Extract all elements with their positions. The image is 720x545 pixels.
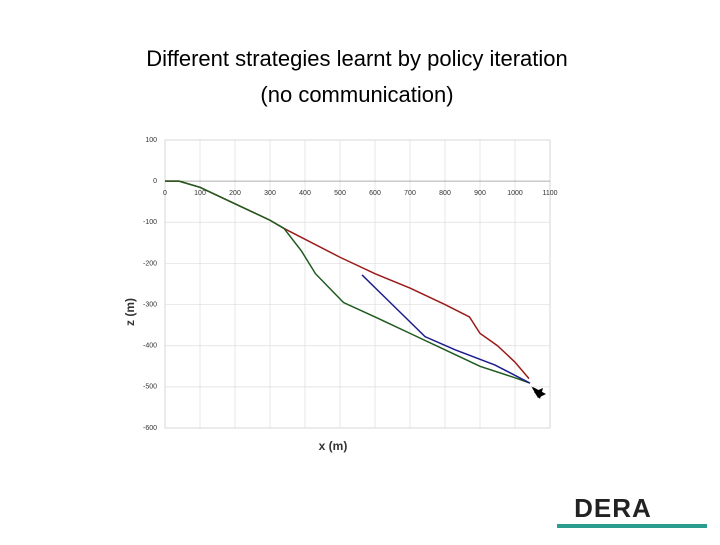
- plot-frame: [164, 139, 551, 429]
- x-tick-label: 700: [404, 190, 416, 197]
- logo-text: DERA: [574, 493, 652, 523]
- y-tick-label: -300: [143, 301, 157, 308]
- x-tick-label: 900: [474, 190, 486, 197]
- y-tick-label: 100: [145, 137, 157, 144]
- end-marker: [531, 386, 546, 399]
- y-tick-label: -400: [143, 343, 157, 350]
- x-tick-label: 0: [163, 190, 167, 197]
- x-tick-label: 200: [229, 190, 241, 197]
- series-line: [361, 274, 531, 384]
- x-tick-label: 100: [194, 190, 206, 197]
- y-tick-label: -100: [143, 219, 157, 226]
- series-line: [165, 180, 530, 380]
- y-tick-label: -600: [143, 425, 157, 432]
- x-tick-label: 500: [334, 190, 346, 197]
- series-line: [165, 180, 530, 384]
- y-tick-label: -500: [143, 384, 157, 391]
- x-tick-label: 300: [264, 190, 276, 197]
- y-axis-label: z (m): [123, 298, 137, 326]
- x-tick-label: 1000: [507, 190, 523, 197]
- logo-bar: [557, 524, 707, 528]
- x-tick-label: 400: [299, 190, 311, 197]
- x-tick-label: 800: [439, 190, 451, 197]
- x-axis-label: x (m): [319, 439, 348, 453]
- x-tick-label: 1100: [542, 190, 557, 197]
- title-line: Different strategies learnt by policy it…: [146, 46, 567, 71]
- y-tick-label: 0: [153, 178, 157, 185]
- y-tick-label: -200: [143, 260, 157, 267]
- logo: DERA: [557, 493, 707, 528]
- x-tick-label: 600: [369, 190, 381, 197]
- title-line: (no communication): [260, 82, 453, 107]
